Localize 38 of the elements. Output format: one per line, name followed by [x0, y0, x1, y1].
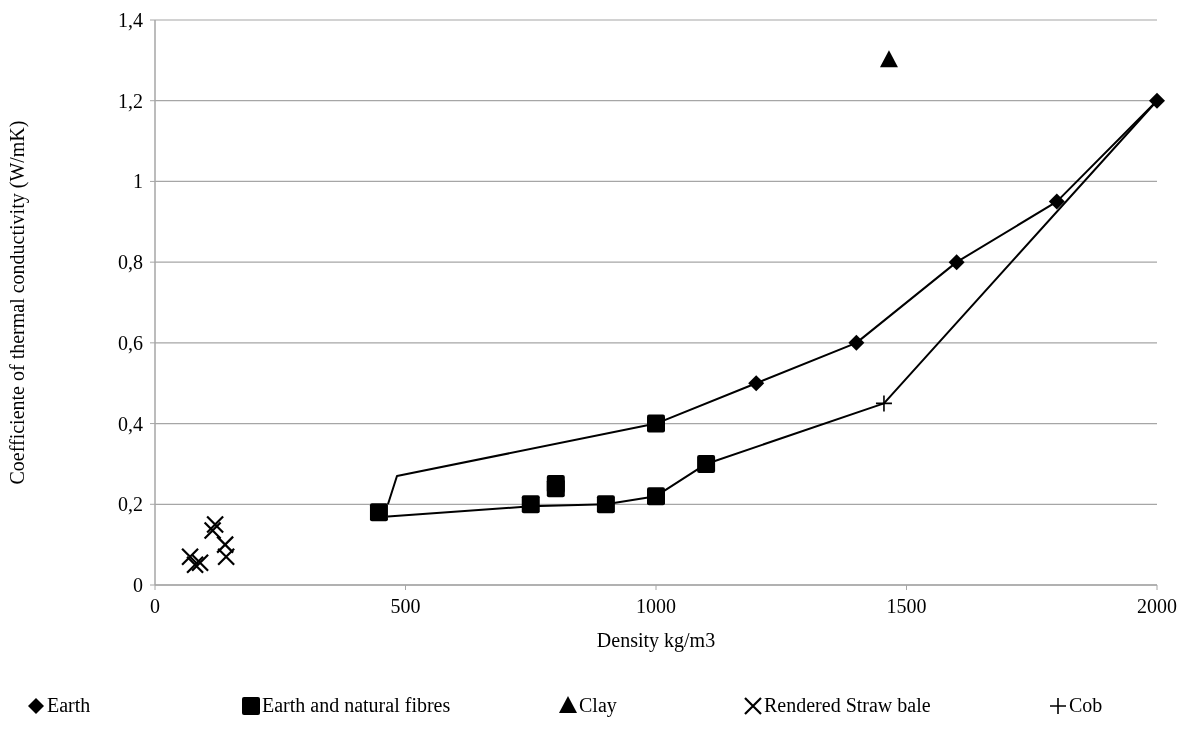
point [948, 254, 965, 271]
y-tick-label: 0,6 [118, 331, 143, 354]
point [848, 334, 865, 351]
point [203, 521, 222, 540]
legend-label: Rendered Straw bale [764, 694, 931, 716]
point [879, 50, 898, 68]
point [697, 454, 716, 473]
point [180, 547, 200, 566]
y-axis-title: Coefficiente of thermal conductivity (W/mK) [6, 120, 29, 485]
legend-label: Cob [1069, 694, 1103, 716]
point [546, 475, 565, 494]
point [1048, 193, 1065, 210]
point [596, 495, 615, 514]
y-tick-label: 1 [133, 170, 143, 193]
point [521, 495, 540, 514]
y-tick-label: 0 [133, 574, 143, 596]
y-tick-label: 1,2 [118, 89, 143, 112]
x-tick-label: 1500 [886, 595, 927, 617]
legend-label: Earth [47, 694, 91, 716]
point [190, 553, 210, 572]
point [206, 515, 225, 534]
y-tick-label: 1,4 [118, 9, 143, 31]
point [369, 503, 388, 522]
point [185, 555, 205, 574]
point [647, 487, 665, 506]
point [1149, 92, 1165, 109]
legend-label: Earth and natural fibres [262, 694, 451, 716]
y-tick-label: 0,2 [118, 493, 143, 516]
y-tick-label: 0,8 [118, 251, 143, 274]
x-tick-label: 1000 [636, 595, 676, 617]
x-tick-label: 2000 [1137, 595, 1177, 617]
x-tick-label: 500 [390, 595, 421, 617]
x-axis-title: Density kg/m3 [596, 629, 716, 652]
point [647, 414, 665, 433]
legend-label: Clay [579, 694, 617, 717]
x-tick-label: 0 [150, 595, 160, 617]
y-tick-label: 0,4 [118, 412, 143, 435]
point [748, 375, 765, 392]
